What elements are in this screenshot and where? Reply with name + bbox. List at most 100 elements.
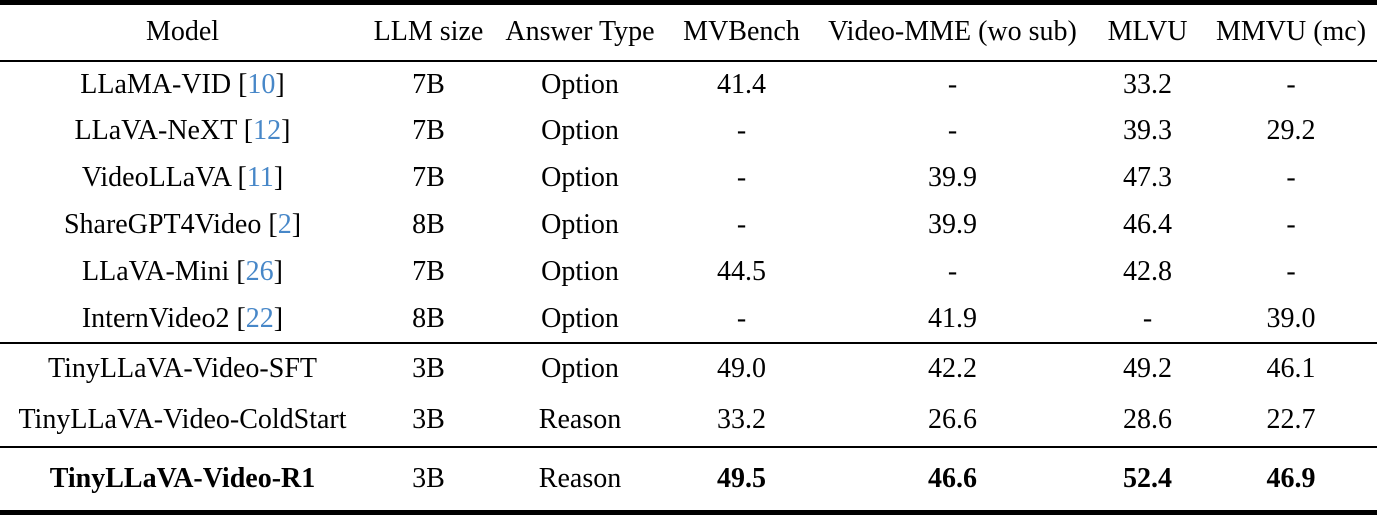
metric-mmvu-cell: - (1286, 209, 1296, 240)
citation-link[interactable]: [2] (268, 209, 301, 240)
metric-mmvu-cell: 46.1 (1205, 341, 1377, 395)
metric-mvbench-cell: - (736, 115, 747, 146)
metric-mvbench-cell: - (736, 302, 747, 334)
metric-mlvu-cell: 42.8 (1123, 256, 1172, 287)
metric-mlvu-cell: 46.4 (1123, 209, 1172, 240)
col-header-mmvu: MMVU (mc) (1205, 2, 1377, 62)
metric-mlvu-cell: 49.2 (1090, 341, 1205, 395)
metric-mvbench-cell: 33.2 (717, 404, 766, 435)
llm-size-cell: 3B (365, 445, 492, 513)
model-cell: VideoLLaVA [11] (0, 155, 365, 202)
model-cell: ShareGPT4Video [2] (0, 202, 365, 249)
cite-bracket-close: ] (281, 115, 291, 146)
metric-mmvu-cell: 22.7 (1266, 404, 1316, 435)
cite-number: 26 (245, 256, 274, 287)
model-name: ShareGPT4Video (63, 209, 262, 240)
answer-type-cell: Option (541, 115, 619, 146)
cite-bracket-close: ] (273, 256, 283, 287)
table-row: TinyLLaVA-Video-ColdStart 3B Reason 33.2… (0, 395, 1377, 447)
metric-video-mme-cell: 26.6 (928, 404, 977, 435)
model-name: LLaMA-VID (80, 68, 232, 100)
cite-number: 10 (247, 68, 276, 100)
model-cell: LLaVA-NeXT [12] (0, 108, 365, 155)
llm-size-cell: 7B (412, 68, 445, 100)
table-row: LLaVA-Mini [26] 7B Option 44.5 - 42.8 - (0, 249, 1377, 296)
llm-size-cell: 3B (365, 341, 492, 395)
citation-link[interactable]: [12] (244, 115, 291, 146)
metric-mvbench-cell: 49.0 (668, 341, 815, 395)
cite-number: 22 (245, 302, 274, 334)
col-header-mvbench: MVBench (668, 2, 815, 62)
answer-type-cell: Option (541, 68, 619, 100)
highlighted-result-group: TinyLLaVA-Video-R1 3B Reason 49.5 46.6 5… (0, 445, 1377, 513)
model-cell: LLaVA-Mini [26] (0, 249, 365, 296)
citation-link[interactable]: [11] (238, 162, 284, 193)
table-row: LLaVA-NeXT [12] 7B Option - - 39.3 29.2 (0, 108, 1377, 155)
col-header-llm-size: LLM size (365, 2, 492, 62)
cite-number: 11 (246, 162, 274, 193)
metric-mmvu-cell: 29.2 (1266, 115, 1316, 146)
llm-size-cell: 8B (412, 209, 445, 240)
metric-video-mme-cell: 41.9 (928, 302, 977, 334)
baseline-models-group: LLaMA-VID [10] 7B Option 41.4 - 33.2 - L… (0, 61, 1377, 343)
model-name: LLaVA-Mini (82, 256, 230, 287)
model-cell: TinyLLaVA-Video-R1 (0, 445, 365, 513)
answer-type-cell: Option (541, 209, 619, 240)
cite-bracket-close: ] (291, 209, 302, 240)
llm-size-cell: 8B (412, 302, 445, 334)
cite-number: 12 (253, 115, 282, 146)
col-header-mlvu: MLVU (1090, 2, 1205, 62)
answer-type-cell: Option (492, 341, 668, 395)
col-header-video-mme: Video-MME (wo sub) (815, 2, 1090, 62)
metric-mlvu-cell: 39.3 (1123, 115, 1172, 146)
metric-video-mme-cell: - (947, 256, 958, 287)
metric-mvbench-cell: 41.4 (717, 68, 766, 100)
table-row: InternVideo2 [22] 8B Option - 41.9 - 39.… (0, 296, 1377, 343)
answer-type-cell: Option (541, 162, 619, 193)
metric-mvbench-cell: 44.5 (717, 256, 766, 287)
cite-bracket-open: [ (243, 115, 254, 146)
model-name: VideoLLaVA (81, 162, 231, 193)
citation-link[interactable]: [10] (238, 69, 285, 100)
cite-bracket-open: [ (236, 302, 246, 334)
model-cell: TinyLLaVA-Video-ColdStart (18, 404, 347, 435)
cite-bracket-close: ] (273, 302, 284, 334)
metric-mlvu-cell: 52.4 (1090, 445, 1205, 513)
llm-size-cell: 3B (412, 404, 445, 435)
metric-video-mme-cell: 42.2 (815, 341, 1090, 395)
results-table: Model LLM size Answer Type MVBench Video… (0, 0, 1377, 515)
cite-bracket-close: ] (275, 68, 285, 100)
table-row: LLaMA-VID [10] 7B Option 41.4 - 33.2 - (0, 61, 1377, 108)
metric-mmvu-cell: 39.0 (1266, 302, 1316, 334)
metric-video-mme-cell: 39.9 (928, 162, 977, 193)
metric-mlvu-cell: - (1142, 302, 1153, 334)
metric-mvbench-cell: 49.5 (668, 445, 815, 513)
cite-bracket-open: [ (237, 162, 247, 193)
citation-link[interactable]: [22] (236, 303, 283, 334)
answer-type-cell: Option (541, 302, 619, 334)
col-header-answer-type: Answer Type (492, 2, 668, 62)
llm-size-cell: 7B (412, 256, 445, 287)
model-cell: InternVideo2 [22] (0, 296, 365, 343)
table-row: ShareGPT4Video [2] 8B Option - 39.9 46.4… (0, 202, 1377, 249)
table-row-highlighted: TinyLLaVA-Video-R1 3B Reason 49.5 46.6 5… (0, 445, 1377, 513)
llm-size-cell: 7B (412, 115, 445, 146)
metric-mvbench-cell: - (736, 162, 747, 193)
cite-bracket-open: [ (268, 209, 278, 240)
metric-video-mme-cell: - (947, 115, 958, 146)
model-cell: LLaMA-VID [10] (0, 61, 365, 108)
metric-mmvu-cell: 46.9 (1205, 445, 1377, 513)
metric-mlvu-cell: 33.2 (1123, 68, 1172, 100)
metric-mlvu-cell: 28.6 (1123, 404, 1172, 435)
cite-bracket-open: [ (238, 68, 248, 100)
cite-number: 2 (277, 209, 292, 240)
metric-mmvu-cell: - (1286, 256, 1296, 287)
metric-video-mme-cell: - (947, 68, 958, 100)
answer-type-cell: Option (541, 256, 619, 287)
model-cell: TinyLLaVA-Video-SFT (0, 341, 365, 395)
col-header-model: Model (0, 2, 365, 62)
answer-type-cell: Reason (538, 404, 622, 435)
metric-mlvu-cell: 47.3 (1123, 162, 1172, 193)
citation-link[interactable]: [26] (236, 256, 283, 287)
